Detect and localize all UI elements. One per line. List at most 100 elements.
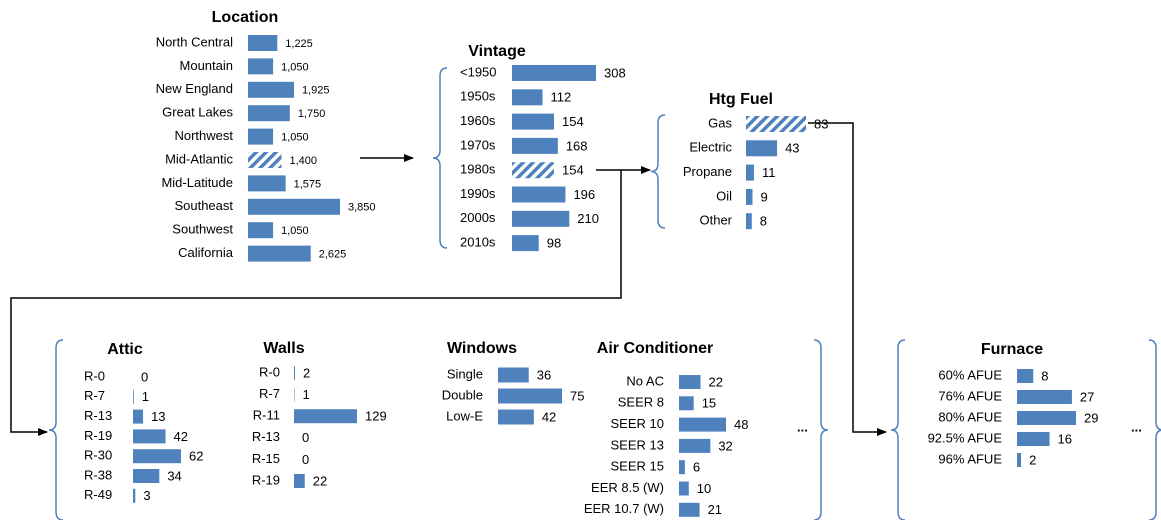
category-label: Southeast [174, 198, 233, 213]
value-label: 36 [537, 367, 551, 382]
bar [512, 186, 566, 203]
value-label: 16 [1058, 431, 1072, 446]
value-label: 0 [302, 452, 309, 467]
bar [248, 35, 278, 51]
bar [679, 502, 700, 517]
category-label: Great Lakes [162, 105, 233, 120]
bar [512, 162, 554, 179]
bar [679, 481, 689, 496]
category-label: R-49 [84, 487, 112, 502]
bar [1017, 411, 1076, 425]
chart-title: Vintage [468, 43, 526, 60]
value-label: 11 [762, 165, 776, 180]
category-label: R-13 [252, 429, 280, 444]
bar [133, 449, 181, 464]
value-label: 2 [1029, 452, 1036, 467]
bar [679, 375, 701, 389]
bar [679, 396, 694, 411]
value-label: 1,400 [289, 155, 317, 167]
bar [1017, 432, 1050, 446]
bar [248, 175, 286, 192]
bar [248, 222, 274, 239]
category-label: 1960s [460, 113, 496, 128]
value-label: 15 [702, 396, 716, 411]
bar [248, 81, 294, 98]
bar [746, 164, 754, 181]
category-label: SEER 13 [611, 437, 664, 452]
category-label: 2000s [460, 210, 496, 225]
value-label: 308 [604, 65, 626, 80]
value-label: 42 [174, 429, 188, 444]
category-label: 1990s [460, 186, 496, 201]
value-label: 8 [760, 214, 767, 229]
bar [248, 58, 274, 75]
value-label: 22 [313, 473, 327, 488]
category-label: Oil [716, 188, 732, 203]
category-label: 2010s [460, 235, 496, 250]
value-label: 112 [551, 90, 572, 105]
value-label: 1,575 [294, 178, 322, 190]
value-label: 1 [142, 389, 149, 404]
category-label: R-13 [84, 408, 112, 423]
chart-title: Air Conditioner [597, 340, 713, 357]
bar [512, 137, 558, 154]
category-label: 1980s [460, 162, 496, 177]
category-label: 1950s [460, 89, 496, 104]
category-label: Mid-Latitude [161, 175, 233, 190]
bar [498, 367, 529, 383]
category-label: R-38 [84, 467, 112, 482]
category-label: 80% AFUE [938, 409, 1002, 424]
bar-chart: Windows Single 36 Double 75 Low-E 42 [442, 340, 584, 425]
brace [650, 114, 666, 229]
value-label: 9 [761, 189, 768, 204]
brace [890, 339, 906, 520]
braces [48, 67, 1161, 520]
arrow [808, 122, 887, 436]
category-label: Double [442, 387, 483, 402]
value-label: 13 [151, 409, 165, 424]
value-label: 0 [302, 430, 309, 445]
ellipsis: ... [1131, 419, 1142, 434]
value-label: 1,050 [281, 61, 309, 73]
bar [248, 152, 282, 168]
category-label: R-7 [259, 386, 280, 401]
bar [133, 409, 144, 424]
bar-chart: Location North Central 1,225 Mountain 1,050 N… [156, 9, 376, 262]
value-label: 168 [566, 138, 588, 153]
category-label: 60% AFUE [938, 367, 1002, 382]
bar-chart: Furnace 60% AFUE 8 76% AFUE 27 80% AFUE 29 92.5… [928, 341, 1142, 467]
brace [813, 339, 829, 520]
bar [512, 210, 570, 227]
bar [512, 89, 543, 106]
category-label: No AC [626, 373, 664, 388]
value-label: 0 [141, 369, 148, 384]
value-label: 2,625 [319, 249, 347, 261]
category-label: EER 10.7 (W) [584, 501, 664, 516]
category-label: New England [156, 81, 233, 96]
bar [512, 235, 539, 252]
bar [746, 140, 778, 157]
chart-title: Furnace [981, 341, 1043, 358]
category-label: California [178, 245, 234, 260]
value-label: 1,050 [281, 225, 309, 237]
brace [432, 67, 448, 249]
category-label: 1970s [460, 137, 496, 152]
value-label: 196 [573, 187, 595, 202]
value-label: 1,050 [281, 132, 309, 144]
value-label: 75 [570, 388, 584, 403]
category-label: R-11 [253, 408, 280, 423]
value-label: 22 [709, 374, 723, 389]
bar [133, 488, 136, 503]
value-label: 48 [734, 417, 748, 432]
category-label: Mountain [180, 58, 233, 73]
value-label: 27 [1080, 389, 1094, 404]
value-label: 8 [1041, 368, 1048, 383]
value-label: 34 [167, 468, 181, 483]
bar [498, 409, 534, 425]
bar [248, 128, 274, 145]
category-label: 92.5% AFUE [928, 430, 1003, 445]
category-label: North Central [156, 34, 233, 49]
bar-chart: Vintage <1950 308 1950s 112 1960s 154 1970s 168 1… [460, 43, 626, 252]
